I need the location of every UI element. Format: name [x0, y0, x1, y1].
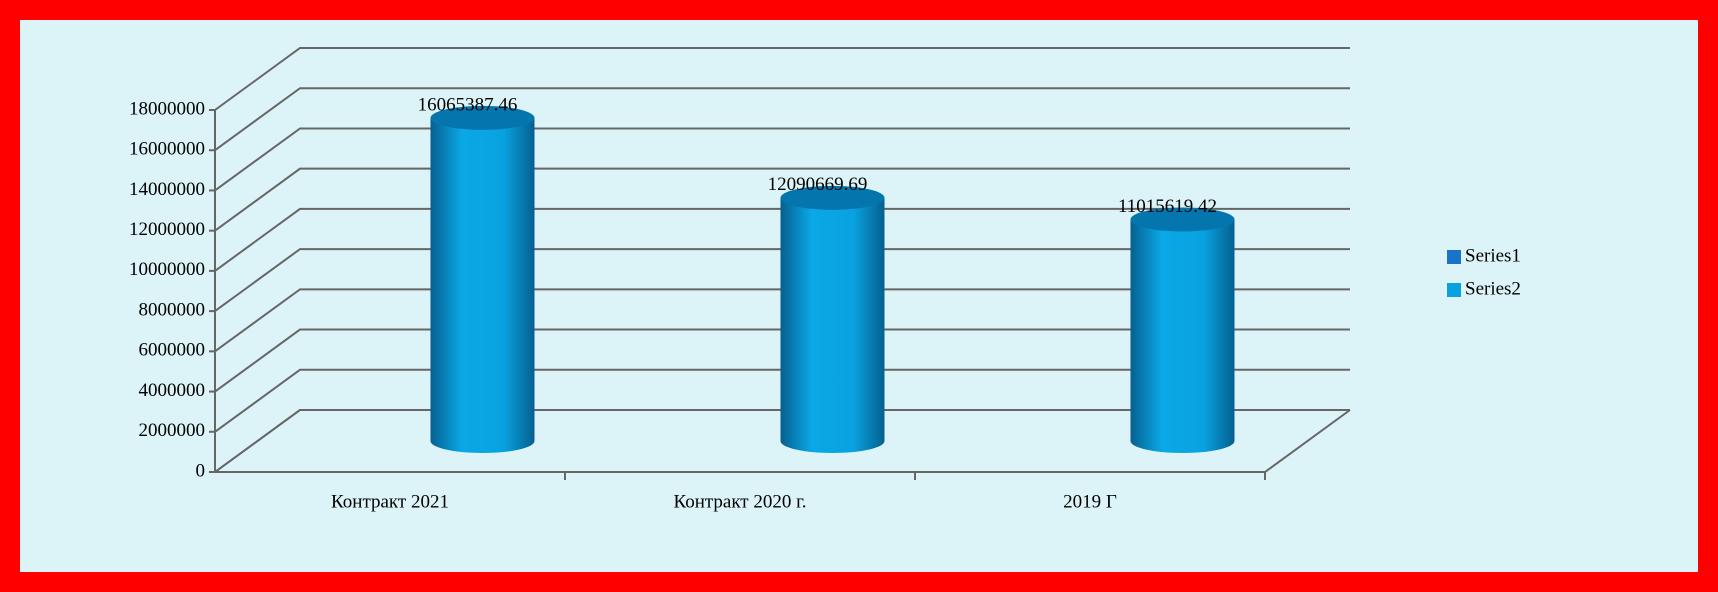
grid-line	[214, 207, 1350, 272]
legend-swatch	[1447, 250, 1461, 264]
bar	[780, 185, 885, 453]
grid-line	[214, 127, 1350, 192]
y-tick-label: 16000000	[129, 139, 205, 160]
grid-line	[214, 409, 1350, 473]
bar	[430, 105, 535, 453]
grid-line	[214, 167, 1350, 232]
y-tick-label: 4000000	[139, 380, 206, 401]
y-tick-label: 14000000	[129, 179, 205, 200]
data-label: 16065387.46	[418, 94, 518, 115]
data-label: 12090669.69	[768, 174, 868, 195]
y-tick-label: 8000000	[139, 299, 206, 320]
x-tick-label: Контракт 2020 г.	[673, 491, 806, 512]
legend-swatch	[1447, 283, 1461, 297]
y-tick-label: 6000000	[139, 340, 206, 361]
bar	[1130, 207, 1235, 453]
grid-line	[214, 248, 1350, 312]
y-tick-label: 2000000	[139, 420, 206, 441]
x-tick-label: Контракт 2021	[331, 491, 449, 512]
data-label: 11015619.42	[1118, 196, 1217, 217]
grid-line	[214, 368, 1350, 433]
grid-line	[214, 288, 1350, 353]
y-tick-label: 0	[196, 460, 206, 481]
legend-label: Series1	[1465, 245, 1521, 266]
grid-line	[214, 328, 1350, 393]
y-tick-label: 18000000	[129, 98, 205, 119]
grid-line	[214, 47, 1350, 111]
x-tick-label: 2019 Г	[1063, 491, 1117, 512]
y-tick-label: 10000000	[129, 259, 205, 280]
grid-line	[214, 87, 1350, 152]
y-tick-label: 12000000	[129, 219, 205, 240]
legend-label: Series2	[1465, 278, 1521, 299]
